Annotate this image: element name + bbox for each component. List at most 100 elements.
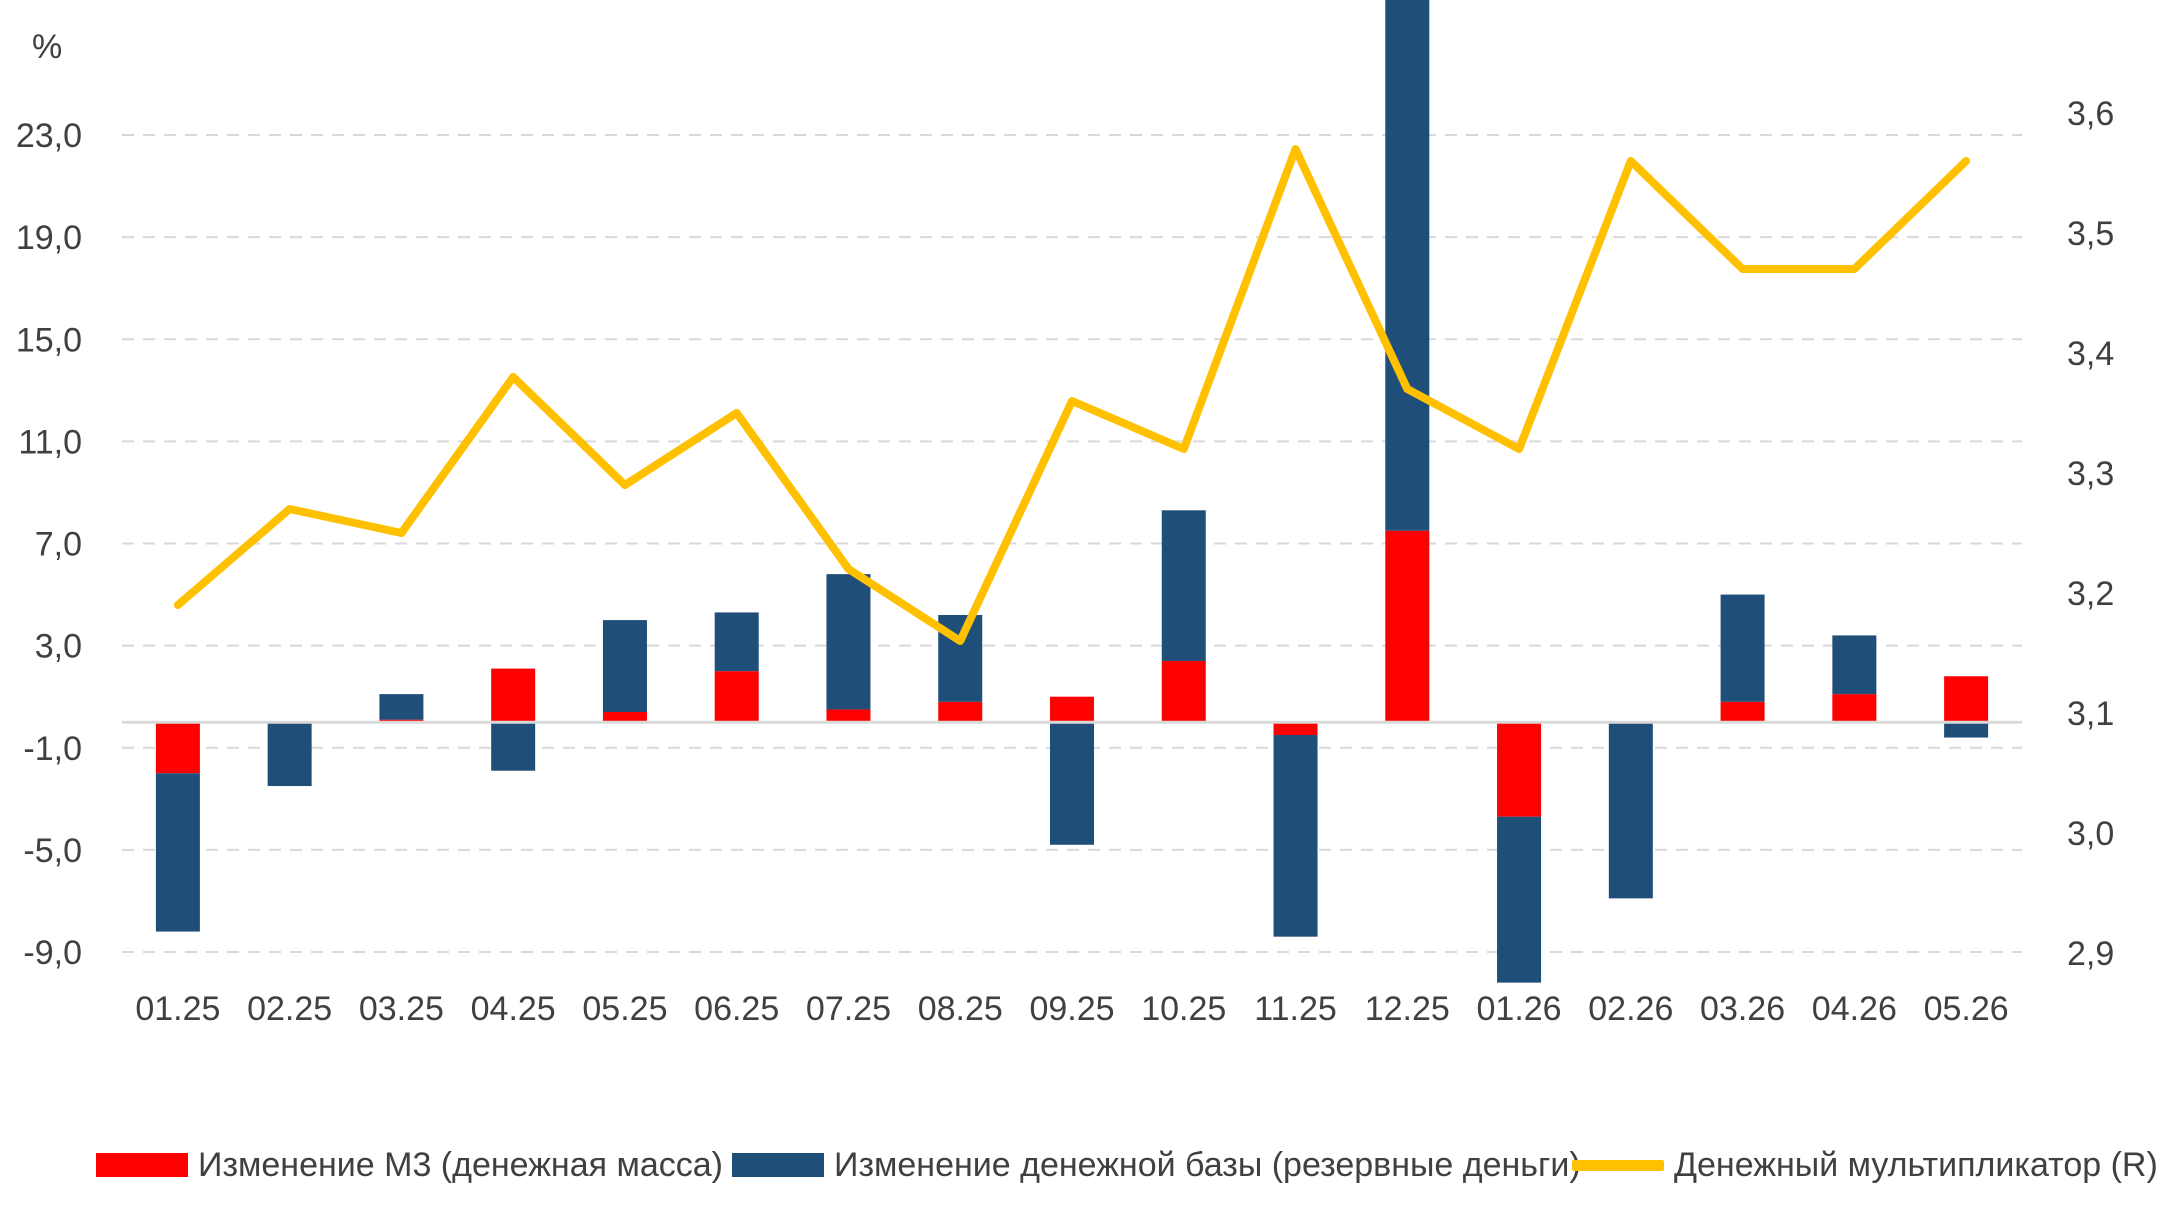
- legend-label-m3: Изменение М3 (денежная масса): [198, 1145, 723, 1184]
- bar-base: [1273, 734, 1318, 937]
- x-tick-label: 03.26: [1700, 990, 1785, 1028]
- bar-base: [379, 694, 424, 720]
- point-multiplier: [624, 484, 626, 486]
- right-tick-label: 3,2: [2067, 575, 2114, 613]
- x-tick-label: 07.25: [806, 990, 891, 1028]
- x-tick-label: 01.26: [1477, 990, 1562, 1028]
- left-tick-label: -5,0: [23, 832, 82, 870]
- bar-base: [1050, 722, 1094, 845]
- bar-m3: [1273, 722, 1318, 735]
- legend-swatch-multiplier: [1572, 1159, 1664, 1171]
- x-tick-label: 10.25: [1141, 990, 1226, 1028]
- x-tick-label: 11.25: [1254, 990, 1337, 1028]
- point-multiplier: [1071, 400, 1073, 402]
- bar-base: [714, 612, 759, 672]
- x-tick-label: 02.26: [1588, 990, 1673, 1028]
- x-tick-label: 05.25: [582, 990, 667, 1028]
- bar-base: [826, 574, 871, 710]
- point-multiplier: [512, 376, 514, 378]
- x-tick-label: 06.25: [694, 990, 779, 1028]
- left-tick-label: 11,0: [18, 423, 82, 461]
- multiplier-line: [173, 145, 1971, 645]
- left-tick-label: 7,0: [35, 526, 82, 564]
- point-multiplier: [400, 532, 402, 534]
- legend-label-multiplier: Денежный мультипликатор (R): [1674, 1145, 2158, 1184]
- bar-base: [267, 722, 312, 787]
- bar-base: [1385, 0, 1430, 531]
- point-multiplier: [1630, 160, 1632, 162]
- bar-base: [1608, 722, 1653, 899]
- y-axis-unit: %: [32, 28, 62, 66]
- point-multiplier: [959, 640, 961, 642]
- left-axis-ticks: 23,0 19,0 15,0 11,0 7,0 3,0 -1,0 -5,0 -9,0: [16, 117, 82, 972]
- bar-base: [491, 722, 536, 771]
- left-tick-label: 15,0: [16, 321, 82, 359]
- legend-label-base: Изменение денежной базы (резервные деньг…: [834, 1145, 1581, 1184]
- bar-base: [1161, 510, 1206, 661]
- bar-base: [1720, 594, 1765, 702]
- bar-m3: [1161, 660, 1206, 723]
- legend-item-m3: Изменение М3 (денежная масса): [96, 1135, 723, 1195]
- point-multiplier: [1965, 160, 1967, 162]
- left-tick-label: -1,0: [23, 730, 82, 768]
- point-multiplier: [1853, 268, 1855, 270]
- bar-m3: [491, 668, 536, 723]
- point-multiplier: [1295, 148, 1297, 150]
- bar-base: [1832, 635, 1877, 695]
- x-tick-label: 04.25: [471, 990, 556, 1028]
- x-tick-label: 02.25: [247, 990, 332, 1028]
- legend-swatch-base: [732, 1153, 824, 1177]
- x-tick-label: 03.25: [359, 990, 444, 1028]
- x-tick-label: 01.25: [135, 990, 220, 1028]
- right-tick-label: 3,3: [2067, 455, 2114, 493]
- line-multiplier: [173, 145, 1971, 645]
- bars: [155, 0, 1989, 983]
- legend-item-base: Изменение денежной базы (резервные деньг…: [732, 1135, 1581, 1195]
- point-multiplier: [1183, 448, 1185, 450]
- bar-m3: [1944, 676, 1989, 723]
- point-multiplier: [289, 508, 291, 510]
- bar-m3: [714, 671, 759, 723]
- x-tick-label: 04.26: [1812, 990, 1897, 1028]
- gridlines: [122, 134, 2022, 953]
- x-tick-label: 09.25: [1029, 990, 1114, 1028]
- bar-m3: [1720, 701, 1765, 723]
- legend-swatch-m3: [96, 1153, 188, 1177]
- right-tick-label: 3,6: [2067, 95, 2114, 133]
- bar-m3: [1385, 530, 1430, 723]
- bar-m3: [155, 722, 200, 774]
- bar-m3: [602, 712, 647, 723]
- right-tick-label: 2,9: [2067, 935, 2114, 973]
- left-tick-label: 3,0: [35, 628, 82, 666]
- left-tick-label: -9,0: [23, 934, 82, 972]
- x-tick-label: 12.25: [1365, 990, 1450, 1028]
- right-tick-label: 3,4: [2067, 335, 2114, 373]
- bar-base: [602, 620, 647, 713]
- x-axis-ticks: 01.25 02.25 03.25 04.25 05.25 06.25 07.25 08.25…: [135, 990, 2008, 1028]
- point-multiplier: [1406, 388, 1408, 390]
- right-tick-label: 3,5: [2067, 215, 2114, 253]
- right-axis-ticks: 3,6 3,5 3,4 3,3 3,2 3,1 3,0 2,9: [2067, 95, 2114, 973]
- point-multiplier: [1518, 448, 1520, 450]
- left-tick-label: 23,0: [16, 117, 82, 155]
- point-multiplier: [1742, 268, 1744, 270]
- point-multiplier: [177, 604, 179, 606]
- bar-base: [1944, 722, 1989, 738]
- bar-m3: [826, 709, 871, 723]
- legend: Изменение М3 (денежная масса) Изменение …: [0, 1135, 2160, 1195]
- bar-m3: [1497, 722, 1542, 817]
- x-tick-label: 05.26: [1924, 990, 2009, 1028]
- right-tick-label: 3,1: [2067, 695, 2114, 733]
- bar-base: [155, 773, 200, 932]
- bar-m3: [1050, 696, 1094, 723]
- point-multiplier: [847, 568, 849, 570]
- bar-m3: [938, 701, 983, 723]
- point-multiplier: [736, 412, 738, 414]
- legend-item-multiplier: Денежный мультипликатор (R): [1572, 1135, 2158, 1195]
- bar-m3: [1832, 694, 1877, 723]
- bar-base: [1497, 816, 1542, 983]
- right-tick-label: 3,0: [2067, 815, 2114, 853]
- x-tick-label: 08.25: [918, 990, 1003, 1028]
